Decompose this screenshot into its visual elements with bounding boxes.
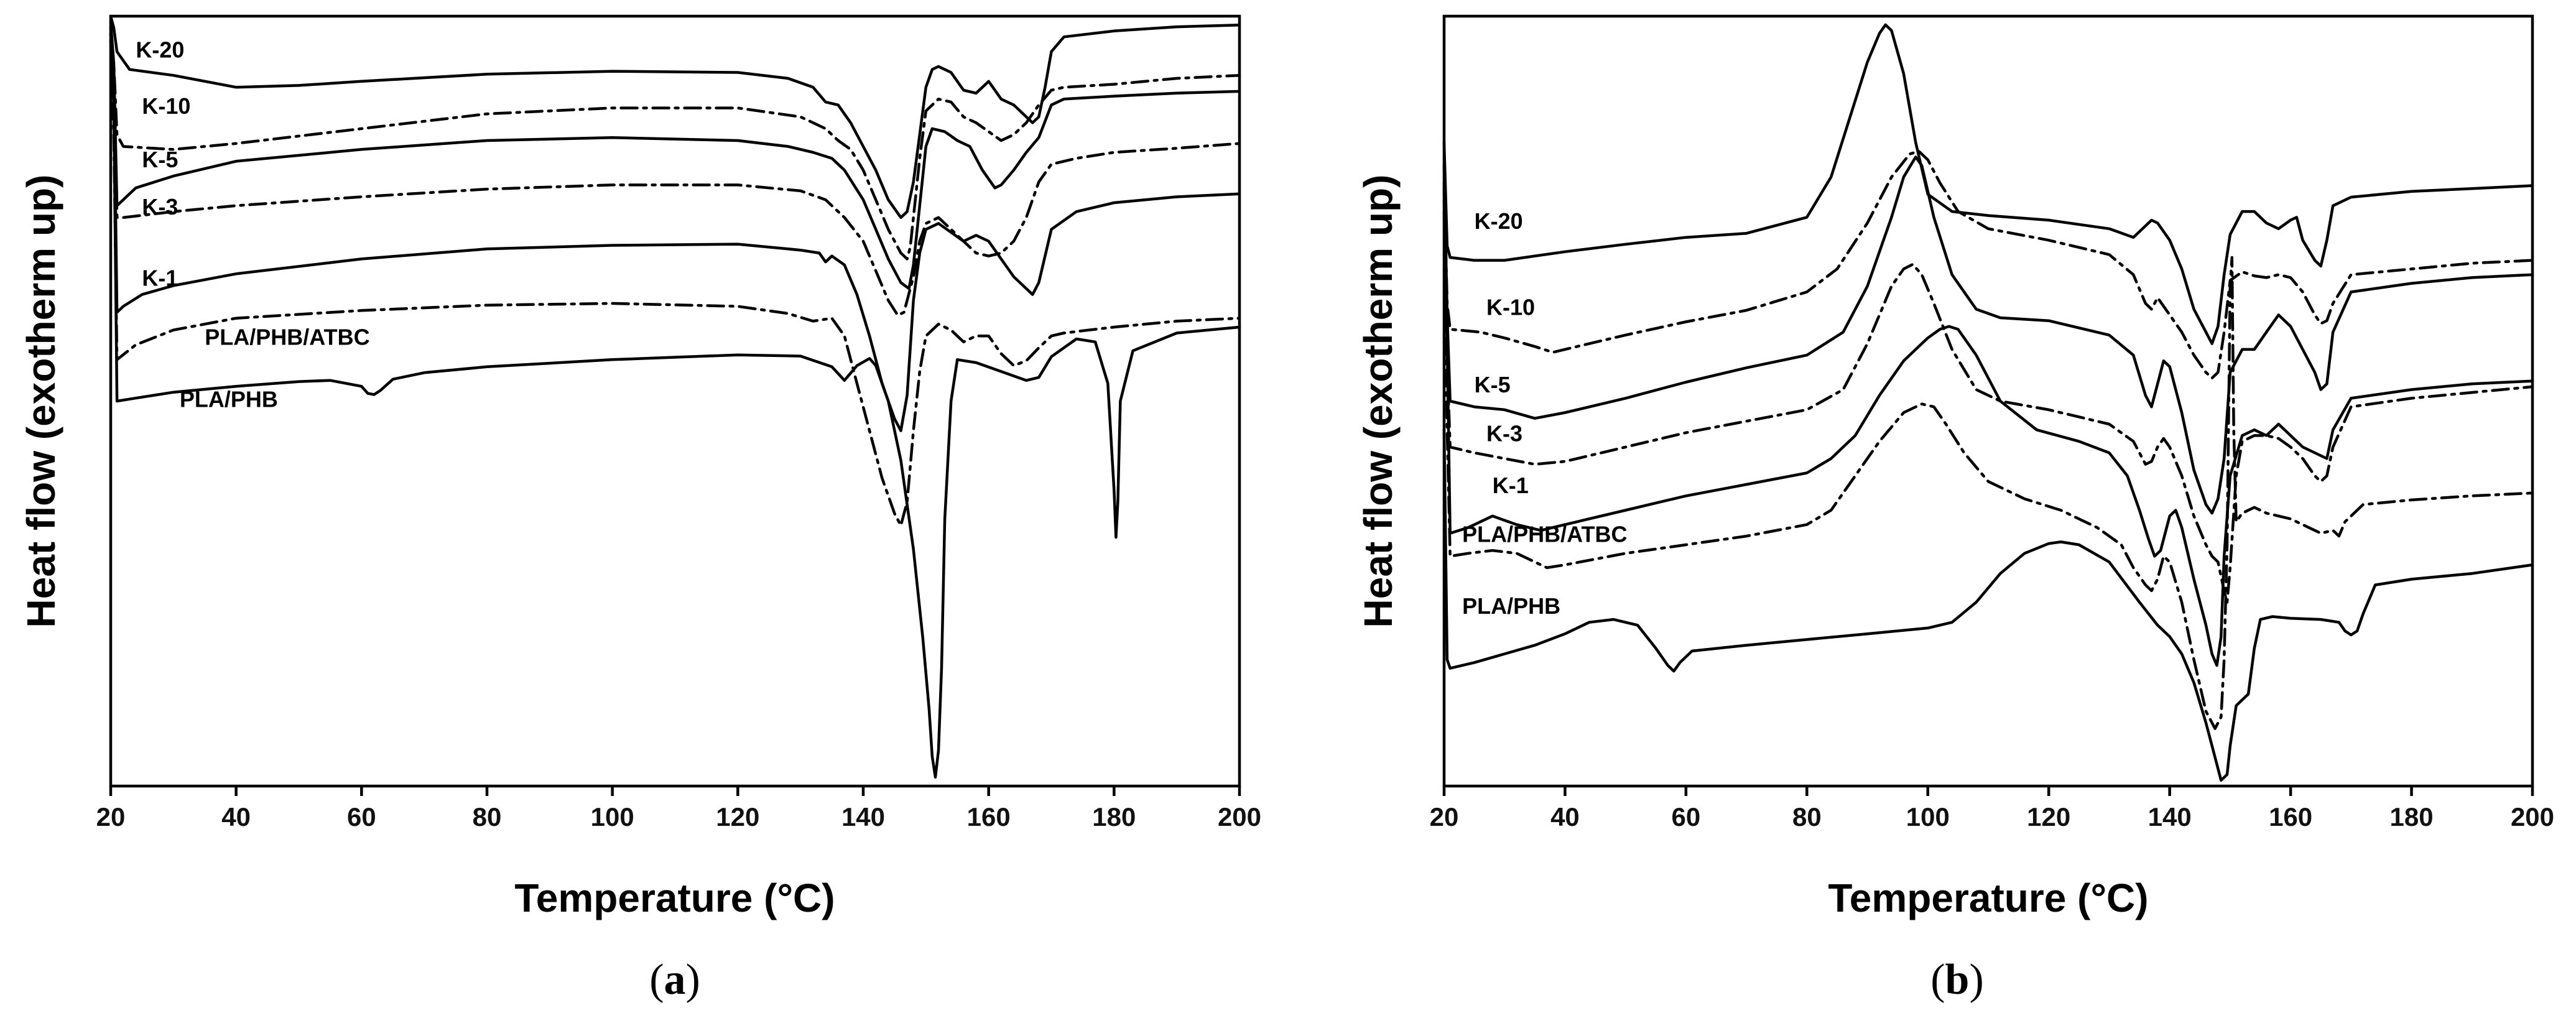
panel-b-curve-pla-phb-atbc [1442, 210, 2534, 730]
panel-b-x-tick-label-140: 140 [2148, 802, 2192, 831]
panel-a-label-pla-phb: PLA/PHB [180, 387, 278, 412]
panel-a-curve-pla-phb-atbc [109, 38, 1241, 527]
panel-a-curve-k-20 [109, 14, 1241, 220]
panel-a-x-tick-label-120: 120 [716, 802, 759, 831]
panel-a-x-tick-label-160: 160 [967, 802, 1011, 831]
panel-b-label-k-20: K-20 [1475, 208, 1523, 234]
panel-a-label-pla-phb-atbc: PLA/PHB/ATBC [205, 325, 369, 350]
panel-a-caption-letter: a [664, 956, 686, 1004]
panel-a-plot-frame [109, 14, 1241, 788]
panel-a-label-k-1: K-1 [142, 265, 178, 290]
panel-b-plot-frame [1442, 14, 2534, 788]
panel-b-curve-k-1 [1442, 198, 2534, 667]
panel-a-x-tick-label-40: 40 [221, 802, 251, 831]
panel-b-curve-k-10 [1442, 149, 2534, 380]
panel-b-curve-k-20 [1442, 23, 2534, 345]
panel-a-x-tick-label-140: 140 [841, 802, 885, 831]
panel-b-curve-k-5 [1442, 155, 2534, 515]
panel-a-x-tick-label-180: 180 [1092, 802, 1136, 831]
panel-a-x-tick-label-100: 100 [591, 802, 634, 831]
panel-a-curve-pla-phb [109, 32, 1241, 779]
panel-a-label-k-5: K-5 [142, 147, 178, 172]
panel-a-y-axis-title: Heat flow (exotherm up) [19, 175, 63, 628]
panel-b-x-tick-label-20: 20 [1430, 802, 1459, 831]
panel-b-x-tick-label-40: 40 [1550, 802, 1580, 831]
panel-a-label-k-3: K-3 [142, 194, 178, 220]
panel-a-curve-k-1 [109, 26, 1241, 432]
panel-b-label-pla-phb: PLA/PHB [1462, 593, 1560, 619]
panel-b-caption-letter: b [1945, 956, 1970, 1004]
panel-b-caption: (b) [1930, 956, 1984, 1004]
panel-a-label-k-20: K-20 [136, 37, 184, 63]
panel-a-x-tick-label-60: 60 [347, 802, 376, 831]
panel-a-curve-k-10 [109, 44, 1241, 261]
panel-a-x-tick-label-20: 20 [96, 802, 126, 831]
panel-a-series-labels: K-20 K-10 K-5 K-3 K-1 PLA/PHB/ATBC PLA/PHB [136, 37, 369, 412]
panel-b-x-tick-label-200: 200 [2511, 802, 2554, 831]
panel-b-curves [1442, 23, 2534, 782]
panel-a-x-axis-title: Temperature (°C) [514, 876, 835, 920]
panel-a-curves [109, 14, 1241, 779]
panel-a-curve-k-5 [109, 21, 1241, 290]
panel-b-curve-k-3 [1442, 187, 2534, 604]
panel-b-label-k-10: K-10 [1486, 294, 1535, 320]
panel-a-curve-k-3 [109, 32, 1241, 317]
panel-a-x-tick-label-200: 200 [1218, 802, 1261, 831]
panel-b-x-tick-label-60: 60 [1672, 802, 1701, 831]
panel-a-x-tick-label-80: 80 [473, 802, 502, 831]
panel-a-label-k-10: K-10 [142, 93, 190, 119]
panel-b-x-tick-label-80: 80 [1792, 802, 1822, 831]
panel-b-curve-pla-phb [1442, 428, 2534, 782]
panel-b-label-pla-phb-atbc: PLA/PHB/ATBC [1462, 521, 1627, 547]
panel-b-series-labels: K-20 K-10 K-5 K-3 K-1 PLA/PHB/ATBC PLA/PHB [1462, 208, 1627, 619]
panel-b-y-axis-title: Heat flow (exotherm up) [1356, 175, 1401, 628]
panel-b-x-tick-label-120: 120 [2027, 802, 2070, 831]
panel-b-x-axis-title: Temperature (°C) [1828, 876, 2148, 920]
panel-b-x-tick-label-100: 100 [1906, 802, 1950, 831]
panel-b: 20 40 60 80 100 120 140 160 180 200 K-20K-10K-5K-… [1356, 14, 2554, 1004]
panel-b-label-k-5: K-5 [1475, 372, 1511, 397]
panel-a-caption: (a) [649, 956, 700, 1004]
panel-b-label-k-1: K-1 [1493, 473, 1529, 498]
panel-a-x-ticks: 20 40 60 80 100 120 140 160 180 200 [96, 786, 1261, 831]
panel-b-x-tick-label-180: 180 [2390, 802, 2434, 831]
panel-b-label-k-3: K-3 [1486, 421, 1522, 447]
panel-b-x-tick-label-160: 160 [2269, 802, 2312, 831]
panel-b-x-ticks: 20 40 60 80 100 120 140 160 180 200 [1430, 786, 2554, 831]
panel-a: 20 40 60 80 100 120 140 160 180 200 K-20K-10K-5K-… [19, 14, 1261, 1004]
